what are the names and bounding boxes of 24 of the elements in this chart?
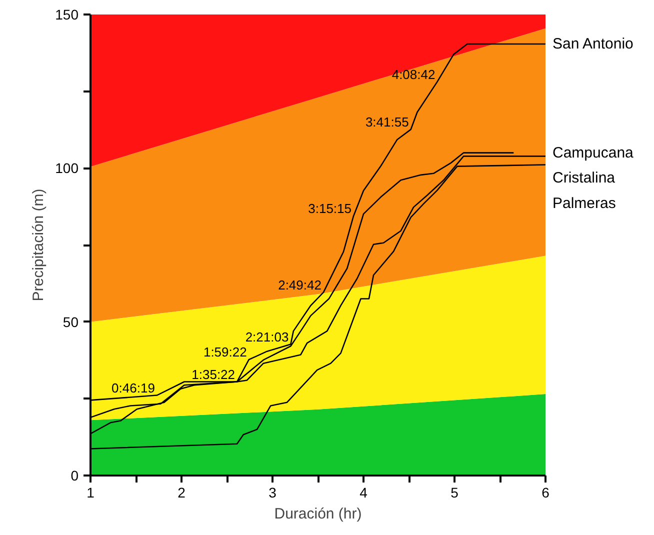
text: Campucana [552, 144, 634, 162]
annotation: 1:35:22 [192, 366, 236, 382]
annotation: 3:41:55 [365, 114, 409, 130]
annotation: 4:08:42 [392, 66, 436, 82]
y-tick-label: 150 [55, 6, 79, 22]
text: Palmeras [552, 195, 616, 212]
x-tick-label: 6 [542, 484, 550, 500]
series-label: San Antonio [552, 36, 634, 53]
y-tick-label: 50 [62, 314, 79, 330]
x-tick-label: 3 [268, 484, 277, 500]
y-tick-label: 100 [55, 160, 79, 176]
x-tick-label: 2 [178, 484, 186, 500]
annotation: 2:49:42 [278, 277, 322, 292]
x-tick-label: 5 [450, 484, 459, 500]
annotation: 3:15:15 [308, 201, 352, 216]
annotation: 2:21:03 [245, 329, 289, 344]
y-axis-title: Precipitación (m) [30, 188, 48, 302]
annotation: 0:46:19 [112, 380, 155, 396]
x-tick-label: 4 [360, 484, 368, 500]
y-tick-label: 0 [70, 468, 79, 484]
annotation: 1:59:22 [203, 344, 247, 360]
x-axis-title: Duración (hr) [274, 506, 362, 522]
series-label: Cristalina [552, 170, 616, 187]
x-tick-label: 1 [86, 484, 95, 500]
